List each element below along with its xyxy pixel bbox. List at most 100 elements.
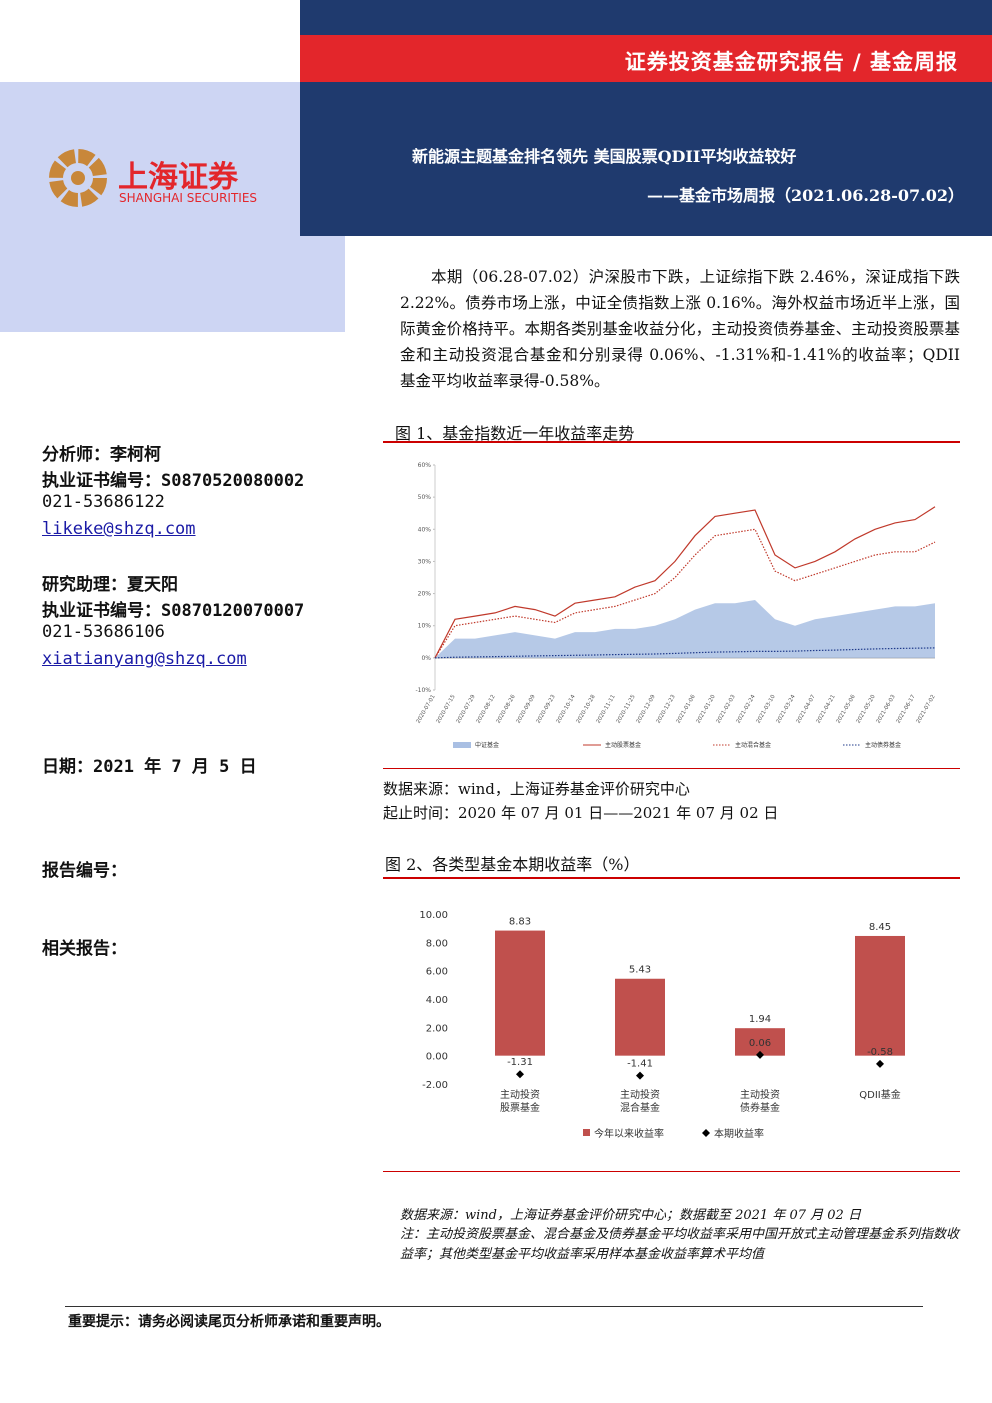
report-title: 新能源主题基金排名领先 美国股票QDII平均收益较好 (412, 147, 797, 166)
x-tick-label: 2020-11-25 (616, 694, 637, 725)
line (434, 506, 936, 659)
logo-text: 上海证券 (118, 160, 238, 195)
legend-label: 中证基金 (475, 741, 499, 749)
point (876, 1059, 884, 1068)
x-tick-label: 2020-09-23 (536, 694, 557, 725)
figure-rule (383, 441, 960, 443)
x-tick-label: 2020-09-09 (516, 694, 537, 725)
chart: -2.000.002.004.006.008.0010.00主动投资股票基金主动… (419, 910, 905, 1140)
x-tick-label: 2020-11-11 (596, 694, 617, 725)
source-note: 起止时间：2020 年 07 月 01 日——2021 年 07 月 02 日 (383, 804, 779, 822)
x-tick-label: 2021-06-03 (876, 694, 897, 725)
summary-paragraph: 本期（06.28-07.02）沪深股市下跌，上证综指下跌 2.46%，深证成指下… (400, 268, 960, 390)
y-tick-label: 6.00 (426, 967, 448, 978)
legend-label: 今年以来收益率 (594, 1127, 664, 1140)
x-tick-label: 主动投资 (500, 1088, 540, 1101)
data-label: -0.58 (867, 1047, 893, 1058)
x-tick-label: 2020-10-14 (556, 694, 577, 725)
x-tick-label: 2020-08-12 (476, 694, 497, 725)
logo-text-en: SHANGHAI SECURITIES (119, 191, 258, 205)
source-note: 数据来源：wind，上海证券基金评价研究中心；数据截至 2021 年 07 月 … (400, 1208, 861, 1223)
x-tick-label: 2020-10-28 (576, 694, 597, 725)
x-tick-label: 2021-02-24 (736, 694, 757, 725)
point (636, 1071, 644, 1080)
x-tick-label: 2021-01-20 (696, 694, 717, 725)
x-tick-label: 2021-02-03 (716, 694, 737, 725)
report-date: 日期：2021 年 7 月 5 日 (42, 757, 257, 777)
legend-swatch (702, 1129, 710, 1137)
data-label: 5.43 (629, 965, 651, 976)
legend-swatch (583, 1129, 590, 1136)
x-tick-label: 2020-07-01 (416, 694, 437, 725)
chart: -10%0%10%20%30%40%50%60%2020-07-012020-0… (415, 462, 937, 749)
figure-rule (383, 1171, 960, 1172)
area (435, 600, 935, 658)
x-tick-label: 2020-08-26 (496, 694, 517, 725)
x-tick-label: 2021-04-07 (796, 694, 817, 725)
legend-label: 主动混合基金 (735, 741, 771, 749)
logo-panel-lower (0, 236, 345, 332)
x-tick-label: 2021-01-06 (676, 694, 697, 725)
x-tick-label: 2021-04-21 (816, 694, 837, 725)
data-label: 8.83 (509, 917, 531, 928)
x-tick-label: 2021-03-10 (756, 694, 777, 725)
bar (615, 978, 665, 1056)
x-tick-label: 2021-03-24 (776, 694, 797, 725)
data-label: 0.06 (749, 1038, 771, 1049)
analyst-phone: 021-53686122 (42, 492, 165, 512)
y-tick-label: 0.00 (426, 1052, 448, 1063)
bar (495, 930, 545, 1056)
analyst-email[interactable]: xiatianyang@shzq.com (42, 649, 247, 669)
x-tick-label: 债券基金 (740, 1101, 780, 1114)
figure-title: 图 2、各类型基金本期收益率（%） (385, 855, 640, 874)
figure-rule (383, 768, 960, 769)
y-tick-label: -10% (415, 687, 431, 694)
y-tick-label: -2.00 (422, 1080, 448, 1091)
analyst-phone: 021-53686106 (42, 622, 165, 642)
related-reports: 相关报告： (42, 939, 127, 959)
y-tick-label: 8.00 (426, 938, 448, 949)
analyst-email[interactable]: likeke@shzq.com (42, 519, 196, 539)
x-tick-label: 主动投资 (740, 1088, 780, 1101)
x-tick-label: 股票基金 (500, 1101, 540, 1114)
logo-icon (49, 149, 107, 207)
legend-label: 主动债券基金 (865, 741, 901, 749)
x-tick-label: 混合基金 (620, 1101, 660, 1114)
data-label: -1.41 (627, 1059, 653, 1070)
x-tick-label: 主动投资 (620, 1088, 660, 1101)
y-tick-label: 50% (418, 494, 432, 501)
legend-label: 本期收益率 (714, 1127, 764, 1140)
source-note: 注：主动投资股票基金、混合基金及债券基金平均收益率采用中国开放式主动管理基金系列… (400, 1227, 960, 1262)
analyst-role: 分析师：李柯柯 (42, 445, 161, 465)
footer-rule (65, 1306, 923, 1307)
x-tick-label: 2021-05-06 (836, 694, 857, 725)
legend-label: 主动股票基金 (605, 741, 641, 749)
y-tick-label: 2.00 (426, 1023, 448, 1034)
figure-rule (383, 877, 960, 879)
x-tick-label: 2021-06-17 (896, 694, 917, 725)
figure-title: 图 1、基金指数近一年收益率走势 (395, 424, 635, 443)
logo-panel (0, 82, 300, 236)
line (434, 647, 936, 659)
x-tick-label: 2021-05-20 (856, 694, 877, 725)
x-tick-label: 2021-07-02 (916, 694, 937, 725)
line (434, 528, 936, 659)
data-label: 8.45 (869, 922, 891, 933)
analyst-role: 研究助理：夏天阳 (42, 575, 178, 595)
point (756, 1050, 764, 1059)
y-tick-label: 10.00 (419, 910, 448, 921)
data-label: -1.31 (507, 1057, 533, 1068)
x-tick-label: 2020-07-15 (436, 694, 457, 725)
footer-notice: 重要提示：请务必阅读尾页分析师承诺和重要声明。 (68, 1314, 390, 1330)
bar (855, 935, 905, 1056)
x-tick-label: 2020-12-09 (636, 694, 657, 725)
report-number: 报告编号： (42, 861, 127, 881)
x-tick-label: QDII基金 (859, 1088, 900, 1101)
report-subtitle: ——基金市场周报（2021.06.28-07.02） (647, 186, 964, 205)
header-red-band (300, 35, 992, 82)
y-tick-label: 60% (418, 462, 432, 469)
x-tick-label: 2020-12-23 (656, 694, 677, 725)
x-tick-label: 2020-07-29 (456, 694, 477, 725)
y-tick-label: 4.00 (426, 995, 448, 1006)
